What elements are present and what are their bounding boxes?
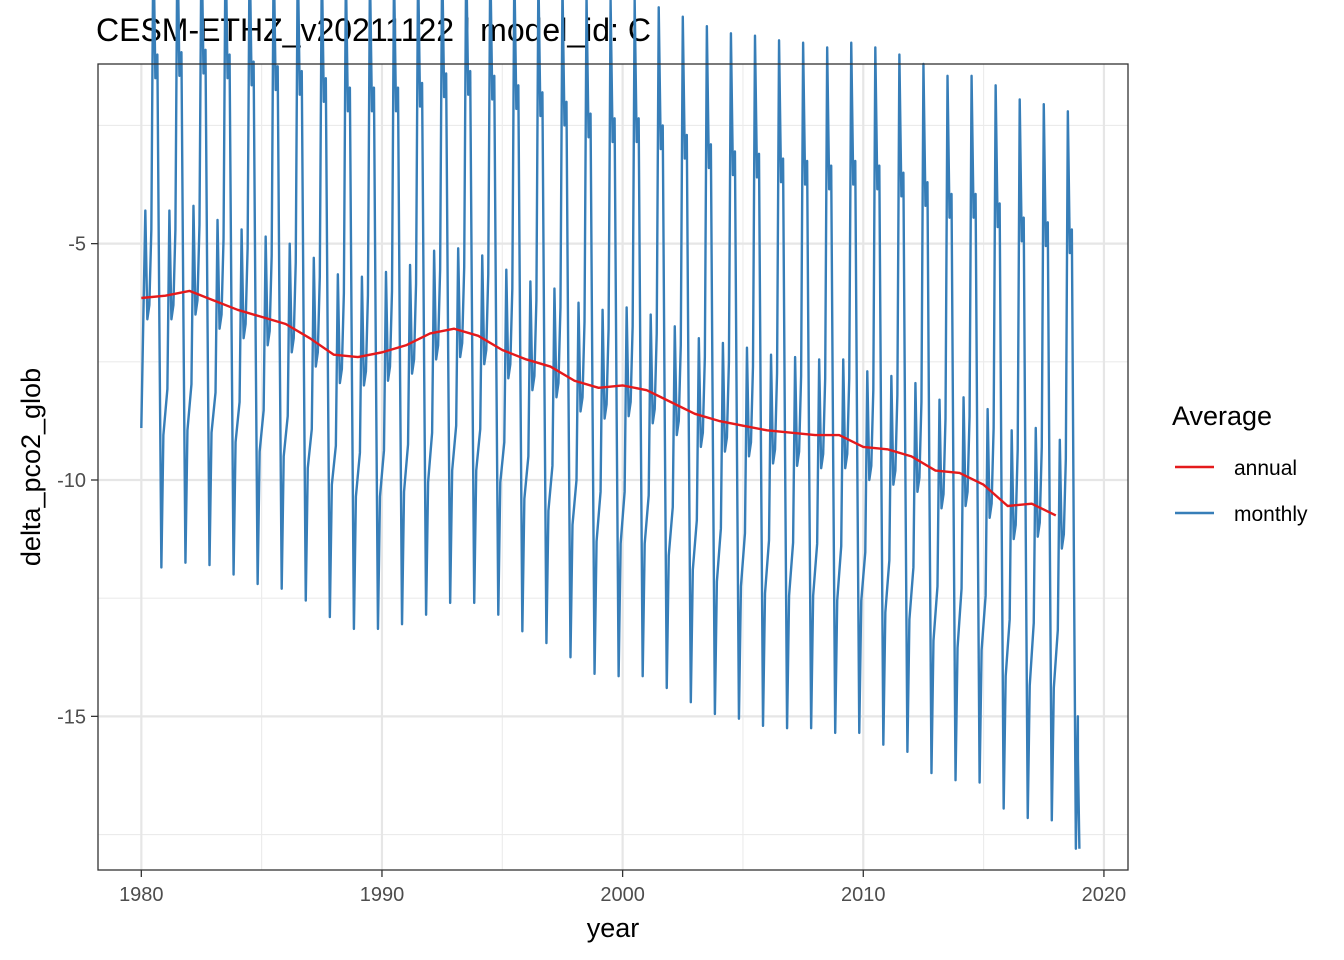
x-tick-label: 1990 — [360, 884, 405, 906]
x-tick-label: 2010 — [841, 884, 886, 906]
legend-label-annual: annual — [1234, 457, 1297, 480]
y-axis-title: delta_pco2_glob — [16, 368, 46, 566]
x-axis-title: year — [587, 913, 640, 943]
legend-title: Average — [1172, 401, 1272, 431]
x-tick-label: 2020 — [1082, 884, 1127, 906]
legend: Average annual monthly — [1172, 401, 1308, 526]
chart-title: CESM-ETHZ_v20211122 | model_id: C — [96, 12, 651, 48]
x-axis: 1980 1990 2000 2010 2020 — [119, 870, 1126, 906]
legend-item-monthly: monthly — [1175, 503, 1308, 526]
legend-item-annual: annual — [1175, 457, 1297, 480]
series-line-annual — [141, 289, 1057, 517]
y-axis: -5 -10 -15 — [57, 234, 98, 728]
series-layer — [140, 0, 1081, 850]
grid-minor — [98, 64, 1128, 870]
series-line-monthly — [140, 0, 1081, 850]
panel-border — [97, 63, 1129, 871]
legend-label-monthly: monthly — [1234, 503, 1308, 526]
y-tick-label: -10 — [57, 470, 86, 492]
x-tick-label: 1980 — [119, 884, 164, 906]
y-tick-label: -5 — [68, 234, 86, 256]
x-tick-label: 2000 — [600, 884, 645, 906]
y-tick-label: -15 — [57, 706, 86, 728]
